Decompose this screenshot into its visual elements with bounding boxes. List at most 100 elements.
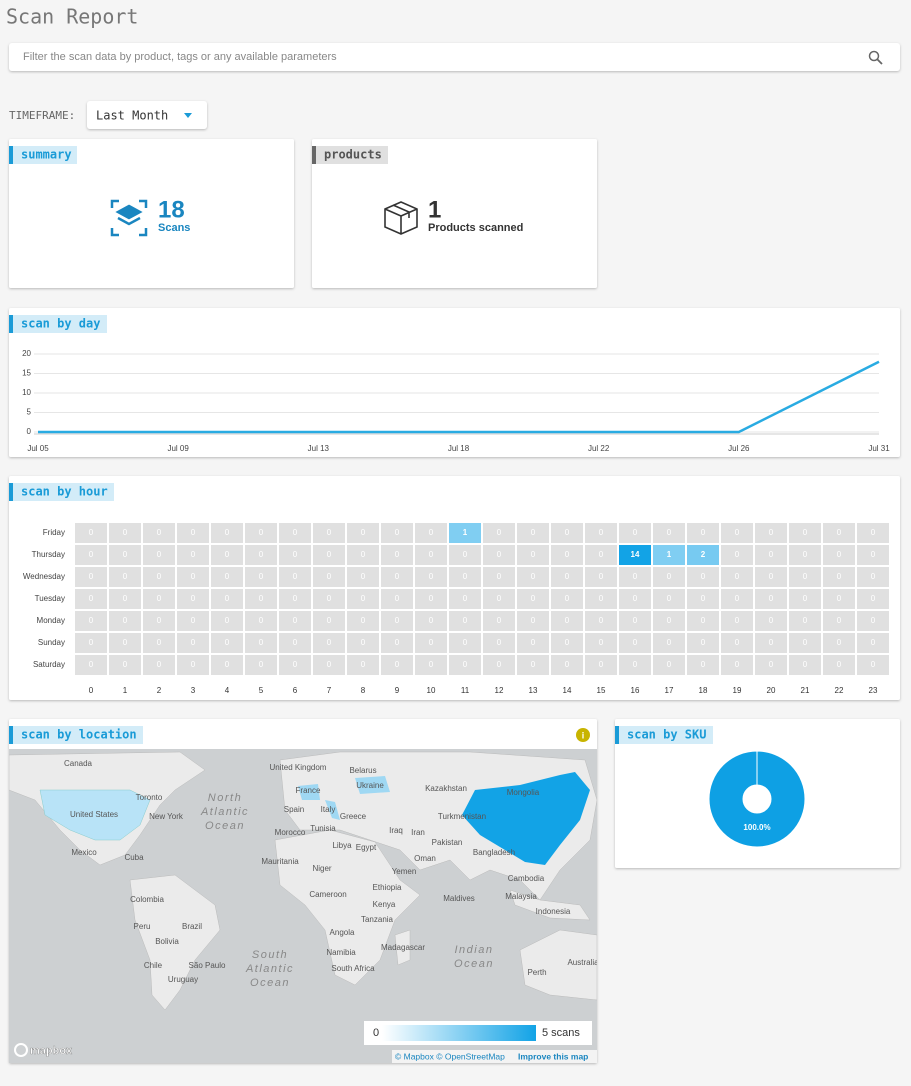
cell-label: 0 — [599, 660, 604, 669]
cell-label: 0 — [633, 638, 638, 647]
col-label: 10 — [427, 686, 436, 695]
cell-label: 0 — [633, 528, 638, 537]
x-tick-label: Jul 13 — [308, 444, 330, 453]
cell-label: 0 — [463, 638, 468, 647]
heat-cell — [789, 567, 821, 587]
summary-card — [9, 139, 294, 288]
place-label: Cuba — [124, 853, 144, 862]
heat-cell — [755, 523, 787, 543]
place-label: Iraq — [389, 826, 403, 835]
search-bar[interactable] — [9, 43, 900, 71]
heat-cell — [313, 611, 345, 631]
ocean-label: Atlantic — [200, 806, 249, 818]
info-icon[interactable] — [576, 728, 590, 742]
col-label: 22 — [835, 686, 844, 695]
attribution[interactable]: © Mapbox © OpenStreetMap — [395, 1051, 505, 1061]
cell-label: 0 — [735, 638, 740, 647]
heat-cell — [415, 523, 447, 543]
cell-label: 0 — [565, 572, 570, 581]
legend-max: 5 scans — [542, 1027, 580, 1039]
cell-label: 0 — [837, 528, 842, 537]
cell-label: 0 — [871, 660, 876, 669]
heat-cell — [245, 567, 277, 587]
cell-label: 0 — [191, 660, 196, 669]
line — [38, 360, 880, 434]
heat-cell — [517, 567, 549, 587]
place-label: São Paulo — [189, 961, 226, 970]
place-label: Pakistan — [432, 838, 463, 847]
cell-label: 0 — [565, 616, 570, 625]
heat-cell — [551, 655, 583, 675]
tag-bar — [9, 726, 13, 744]
heat-cell — [857, 523, 889, 543]
improve-link[interactable]: Improve this map — [518, 1051, 588, 1061]
cell-label: 0 — [157, 550, 162, 559]
heat-cell — [449, 655, 481, 675]
tag-bg — [615, 726, 713, 744]
heat-cell — [279, 611, 311, 631]
mapbox-logo[interactable]: mapbox — [30, 1045, 73, 1057]
heat-cell — [823, 611, 855, 631]
heat-cell — [245, 589, 277, 609]
ocean-label: Atlantic — [245, 963, 294, 975]
heat-cell — [687, 633, 719, 653]
cell-label: 0 — [565, 528, 570, 537]
col-label: 16 — [631, 686, 640, 695]
heat-cell — [755, 611, 787, 631]
heat-cell — [585, 589, 617, 609]
heat-cell — [517, 589, 549, 609]
heat-cell — [143, 655, 175, 675]
cell-label: 0 — [633, 660, 638, 669]
x-tick-label: Jul 26 — [728, 444, 750, 453]
cell-label: 0 — [531, 528, 536, 537]
heat-cell — [449, 633, 481, 653]
timeframe-select[interactable] — [87, 101, 207, 129]
cell-label: 0 — [497, 550, 502, 559]
cell-label: 0 — [769, 572, 774, 581]
heat-cell — [755, 655, 787, 675]
col-label: 5 — [259, 686, 264, 695]
cell-label: 0 — [395, 572, 400, 581]
heat-cell — [415, 655, 447, 675]
place-label: Iran — [411, 828, 425, 837]
cell-label: 0 — [429, 594, 434, 603]
row-label: Wednesday — [23, 572, 65, 581]
place-label: Uruguay — [168, 975, 198, 984]
heat-cell — [551, 545, 583, 565]
heat-cell — [347, 523, 379, 543]
cell-label: 0 — [225, 550, 230, 559]
heat-cell — [313, 567, 345, 587]
cell-label: 0 — [565, 550, 570, 559]
col-label: 4 — [225, 686, 230, 695]
heat-cell — [789, 655, 821, 675]
heat-cell — [483, 523, 515, 543]
heat-cell — [585, 633, 617, 653]
x-tick-label: Jul 31 — [868, 444, 890, 453]
heat-cell — [619, 523, 651, 543]
cell-label: 0 — [123, 638, 128, 647]
heat-cell — [789, 633, 821, 653]
row-label: Thursday — [32, 550, 65, 559]
cell-label: 1 — [463, 528, 468, 537]
cell-label: 0 — [667, 528, 672, 537]
place-label: New York — [149, 812, 184, 821]
tag-bg — [9, 726, 143, 744]
heat-cell — [415, 611, 447, 631]
col-label: 12 — [495, 686, 504, 695]
heat-cell — [211, 567, 243, 587]
place-label: Kenya — [373, 900, 396, 909]
col-label: 11 — [461, 686, 470, 695]
cell-label: 0 — [327, 660, 332, 669]
col-label: 21 — [801, 686, 810, 695]
product-count: 1 — [428, 196, 441, 223]
search-icon[interactable] — [868, 50, 880, 62]
cell-label: 0 — [497, 638, 502, 647]
cell-label: 0 — [667, 594, 672, 603]
cell-label: 0 — [429, 660, 434, 669]
info-icon-glyph: i — [582, 730, 585, 740]
cell-label: 0 — [837, 660, 842, 669]
cell-label: 0 — [633, 572, 638, 581]
cell-label: 0 — [871, 616, 876, 625]
cell-label: 0 — [361, 638, 366, 647]
heat-cell — [347, 655, 379, 675]
